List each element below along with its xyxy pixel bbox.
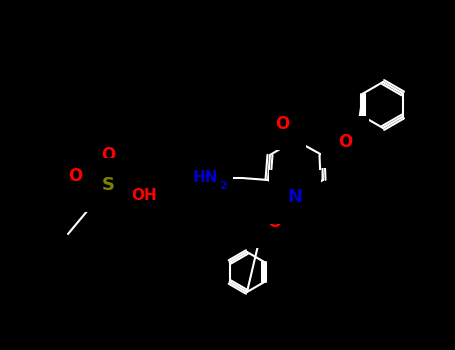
Text: N: N <box>288 188 303 206</box>
Text: O: O <box>101 146 115 164</box>
Text: OH: OH <box>131 189 157 203</box>
Text: O: O <box>338 133 352 151</box>
Text: S: S <box>101 176 115 194</box>
Text: HN: HN <box>192 170 218 186</box>
Text: O: O <box>267 213 281 231</box>
Text: O: O <box>275 115 289 133</box>
Text: 2: 2 <box>219 181 227 191</box>
Text: O: O <box>68 167 82 185</box>
